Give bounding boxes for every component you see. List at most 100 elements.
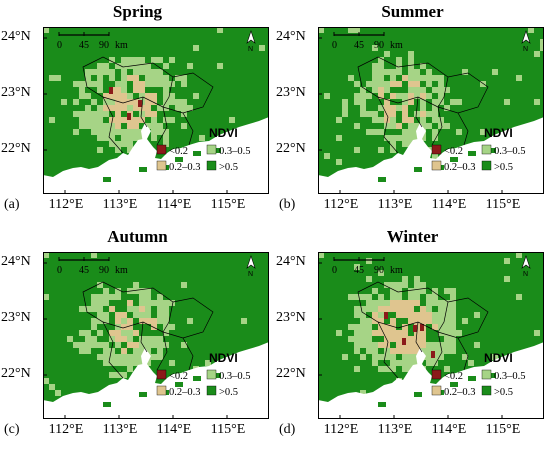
ndvi-pixel [420, 288, 426, 294]
ndvi-pixel [438, 348, 444, 354]
ndvi-pixel [145, 75, 151, 81]
ndvi-pixel [480, 129, 486, 135]
ndvi-pixel [396, 294, 402, 300]
ndvi-pixel [103, 360, 109, 366]
ndvi-pixel [402, 93, 408, 99]
boundary-line [182, 337, 194, 371]
ndvi-pixel [402, 354, 408, 360]
ndvi-pixel [378, 69, 384, 75]
ndvi-pixel [109, 57, 115, 63]
ndvi-pixel [121, 105, 127, 111]
legend-label: <0.2 [169, 371, 188, 382]
ndvi-pixel [127, 105, 133, 111]
ndvi-pixel [360, 324, 366, 330]
ndvi-pixel [414, 123, 420, 129]
admin-boundaries [357, 281, 489, 379]
ndvi-pixel [121, 81, 127, 87]
ndvi-pixel [133, 342, 139, 348]
lat-label: 22°N [1, 141, 31, 156]
ndvi-pixel [492, 354, 498, 360]
ndvi-pixel [438, 93, 444, 99]
ndvi-pixel [91, 129, 97, 135]
ndvi-pixel [462, 354, 468, 360]
ndvi-pixel [402, 366, 408, 372]
ndvi-pixel [384, 87, 390, 93]
ndvi-pixel [390, 330, 396, 336]
ndvi-pixel [109, 123, 115, 129]
ndvi-pixel [402, 306, 408, 312]
ndvi-pixel [396, 123, 402, 129]
ndvi-pixel-low [138, 100, 142, 107]
estuary [416, 348, 428, 376]
ndvi-pixel [390, 318, 396, 324]
ndvi-pixel [534, 51, 540, 57]
ndvi-pixel [85, 105, 91, 111]
ndvi-pixel [91, 336, 97, 342]
ndvi-pixel [396, 282, 402, 288]
island [468, 376, 476, 381]
ndvi-pixel [504, 99, 510, 105]
ndvi-pixel [444, 324, 450, 330]
ndvi-pixel [348, 27, 354, 33]
admin-boundaries [82, 281, 214, 379]
ndvi-pixel [426, 354, 432, 360]
scale-bar-label: 45 [79, 40, 89, 51]
ndvi-pixel [139, 306, 145, 312]
ndvi-pixel [534, 99, 540, 105]
ndvi-pixel [97, 135, 103, 141]
ndvi-pixel [127, 75, 133, 81]
ndvi-pixel [151, 75, 157, 81]
ndvi-pixel [139, 348, 145, 354]
ndvi-pixel [109, 117, 115, 123]
scale-bar-label: 0 [57, 265, 62, 276]
ndvi-pixel [97, 123, 103, 129]
ndvi-pixel [91, 123, 97, 129]
ndvi-pixel [139, 342, 145, 348]
ndvi-pixel [432, 153, 438, 159]
ndvi-pixel [163, 141, 169, 147]
panel-letter: (a) [4, 197, 20, 212]
lat-label: 22°N [276, 366, 306, 381]
boundary-line [162, 301, 174, 333]
ndvi-pixel [163, 135, 169, 141]
ndvi-map: 0 45 90 km N NDVI <0.2 0.3–0.5 0.2–0.3 >0.5 [318, 27, 544, 194]
ndvi-pixel [390, 75, 396, 81]
ndvi-pixel [181, 111, 187, 117]
ndvi-pixel [115, 354, 121, 360]
ndvi-pixel [157, 354, 163, 360]
ndvi-pixel [43, 294, 49, 300]
ndvi-pixel [390, 111, 396, 117]
ndvi-pixel [139, 135, 145, 141]
ndvi-pixel [205, 360, 211, 366]
ndvi-pixel-low [420, 324, 424, 331]
ndvi-pixel [193, 93, 199, 99]
ndvi-pixel [378, 270, 384, 276]
ndvi-pixel [121, 129, 127, 135]
ndvi-pixel [157, 294, 163, 300]
ndvi-pixel [402, 105, 408, 111]
ndvi-pixel [121, 87, 127, 93]
ndvi-pixel [97, 330, 103, 336]
legend-swatch [156, 160, 167, 171]
ndvi-pixel [360, 318, 366, 324]
ndvi-pixel [390, 93, 396, 99]
lon-label: 113°E [377, 422, 413, 437]
ndvi-pixel [97, 105, 103, 111]
ndvi-pixel [384, 123, 390, 129]
ndvi-pixel [151, 81, 157, 87]
lon-label: 114°E [431, 422, 467, 437]
ndvi-pixel [516, 252, 522, 258]
ndvi-pixel [438, 75, 444, 81]
ndvi-pixel [85, 93, 91, 99]
ndvi-pixel [438, 342, 444, 348]
boundary-line [377, 321, 399, 379]
lat-label: 24°N [1, 254, 31, 269]
ndvi-pixel [121, 57, 127, 63]
legend-swatch [481, 369, 492, 380]
boundary-line [182, 112, 194, 146]
ndvi-pixel [145, 348, 151, 354]
ndvi-pixel [408, 348, 414, 354]
ndvi-pixel [259, 45, 265, 51]
ndvi-pixel [444, 288, 450, 294]
ndvi-pixel [151, 123, 157, 129]
